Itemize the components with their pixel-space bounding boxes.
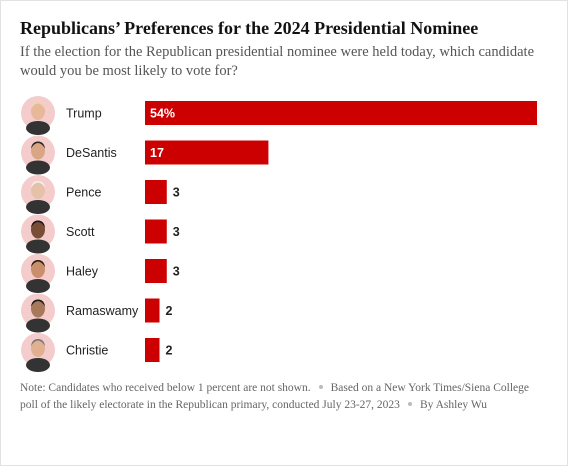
category-label: DeSantis (66, 146, 117, 160)
portrait (21, 254, 55, 293)
value-label: 2 (166, 343, 173, 357)
value-label: 3 (173, 264, 180, 278)
portrait-face (31, 181, 45, 199)
portrait-hair (31, 141, 45, 149)
portrait-hair (31, 260, 45, 267)
portrait (21, 175, 55, 214)
portrait-hair (31, 339, 45, 346)
portrait-face (31, 220, 45, 239)
bar (145, 101, 537, 125)
category-label: Scott (66, 225, 95, 239)
category-label: Haley (66, 264, 99, 278)
portrait (21, 333, 55, 372)
portrait-shoulders (26, 200, 50, 214)
portrait-shoulders (26, 318, 50, 333)
portrait (21, 214, 55, 254)
portrait (21, 135, 55, 175)
category-label: Ramaswamy (66, 304, 139, 318)
portrait-face (31, 102, 45, 120)
byline: By Ashley Wu (419, 398, 487, 411)
portrait-hair (31, 181, 45, 188)
portrait-shoulders (26, 239, 50, 254)
category-label: Christie (66, 343, 108, 357)
value-label: 3 (173, 185, 180, 199)
portrait-shoulders (26, 121, 50, 135)
category-label: Pence (66, 185, 101, 199)
bar (145, 298, 160, 323)
portrait-face (31, 299, 45, 318)
source-text: Based on a New York Times/Siena College … (20, 382, 529, 411)
portrait-face (31, 260, 45, 278)
note-text: Note: Candidates who received below 1 pe… (20, 382, 311, 394)
category-label: Trump (66, 106, 102, 120)
bar (145, 338, 160, 362)
note: Note: Candidates who received below 1 pe… (20, 380, 540, 413)
value-label: 54% (150, 106, 175, 120)
portrait (21, 293, 55, 333)
bar (145, 180, 167, 204)
portrait-face (31, 339, 45, 357)
bar (145, 219, 167, 244)
value-label: 3 (173, 225, 180, 239)
portrait (21, 96, 55, 135)
bar (145, 140, 269, 165)
value-label: 2 (166, 304, 173, 318)
separator (318, 385, 323, 390)
chart: Trump 54% DeSantis 17 Pence 3 Scott 3 Haley 3 Rama… (21, 96, 537, 372)
portrait-hair (31, 220, 45, 228)
portrait-shoulders (26, 160, 50, 175)
chart-subtitle: If the election for the Republican presi… (20, 44, 535, 79)
separator (407, 401, 412, 406)
portrait-shoulders (26, 279, 50, 293)
portrait-shoulders (26, 358, 50, 372)
portrait-hair (31, 102, 45, 109)
bar (145, 259, 167, 283)
portrait-face (31, 141, 45, 160)
portrait-hair (31, 299, 45, 307)
value-label: 17 (150, 146, 164, 160)
chart-title: Republicans’ Preferences for the 2024 Pr… (20, 18, 479, 38)
